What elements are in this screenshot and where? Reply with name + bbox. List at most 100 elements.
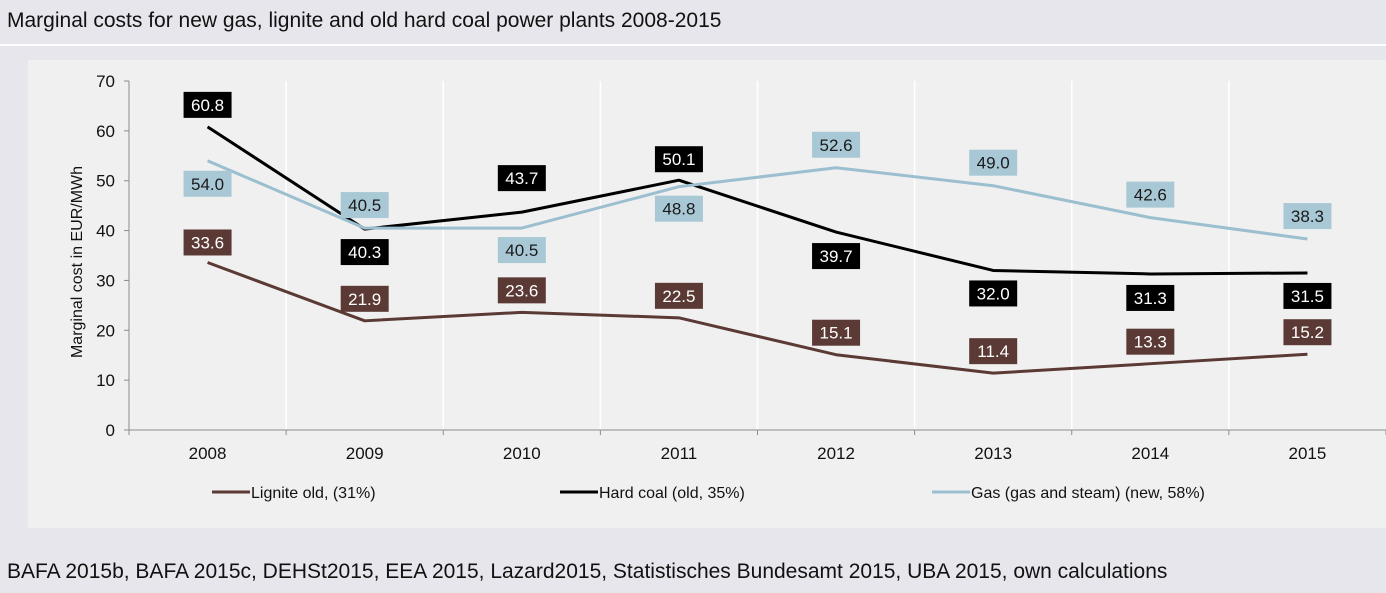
title-divider bbox=[0, 44, 1386, 46]
data-label-box bbox=[654, 146, 703, 173]
data-label-box bbox=[969, 338, 1018, 365]
data-label-text: 40.3 bbox=[348, 243, 381, 262]
data-label-box bbox=[1283, 282, 1332, 309]
data-label-text: 48.8 bbox=[662, 200, 695, 219]
data-label-box bbox=[497, 277, 546, 304]
data-label-text: 13.3 bbox=[1134, 333, 1167, 352]
data-label-box bbox=[654, 195, 703, 222]
y-tick-label: 10 bbox=[96, 371, 115, 390]
y-axis-label: Marginal cost in EUR/MWh bbox=[69, 166, 86, 358]
data-label: 54.0 bbox=[183, 170, 232, 197]
data-label-box bbox=[812, 243, 861, 270]
data-label: 33.6 bbox=[183, 229, 232, 256]
data-label-text: 32.0 bbox=[977, 284, 1010, 303]
data-label: 31.5 bbox=[1283, 282, 1332, 309]
legend-item: Gas (gas and steam) (new, 58%) bbox=[932, 485, 1205, 502]
data-label: 43.7 bbox=[497, 165, 546, 192]
y-tick-label: 40 bbox=[96, 222, 115, 241]
data-label: 32.0 bbox=[969, 280, 1018, 307]
data-label: 15.2 bbox=[1283, 319, 1332, 346]
data-label-text: 50.1 bbox=[662, 150, 695, 169]
data-label-text: 42.6 bbox=[1134, 186, 1167, 205]
y-tick-label: 70 bbox=[96, 72, 115, 91]
y-tick-label: 50 bbox=[96, 172, 115, 191]
data-label: 23.6 bbox=[497, 277, 546, 304]
data-label-box bbox=[497, 237, 546, 264]
data-label-box bbox=[1283, 319, 1332, 346]
data-label: 39.7 bbox=[812, 243, 861, 270]
data-label: 49.0 bbox=[969, 149, 1018, 176]
data-label-text: 40.5 bbox=[505, 241, 538, 260]
series-line-1 bbox=[206, 125, 1308, 276]
data-label-text: 39.7 bbox=[820, 247, 853, 266]
data-label-text: 15.1 bbox=[820, 324, 853, 343]
data-label: 52.6 bbox=[812, 131, 861, 158]
series-line-2 bbox=[206, 159, 1308, 241]
chart-title: Marginal costs for new gas, lignite and … bbox=[7, 9, 722, 32]
data-labels: 33.6 21.9 23.6 22.5 15.1 11.4 13.3 15.2 60.8 40.3… bbox=[183, 91, 1332, 365]
data-label: 40.5 bbox=[340, 192, 389, 219]
data-label: 40.3 bbox=[340, 239, 389, 266]
y-tick-label: 30 bbox=[96, 271, 115, 290]
legend-item: Lignite old, (31%) bbox=[212, 485, 376, 502]
data-label-box bbox=[340, 285, 389, 312]
data-label-text: 54.0 bbox=[191, 175, 224, 194]
x-tick-label: 2014 bbox=[1131, 444, 1169, 463]
x-tick-label: 2012 bbox=[817, 444, 855, 463]
data-label-box bbox=[812, 131, 861, 158]
data-label-box bbox=[340, 192, 389, 219]
data-label-text: 31.3 bbox=[1134, 289, 1167, 308]
data-label-text: 15.2 bbox=[1291, 323, 1324, 342]
legend-label: Gas (gas and steam) (new, 58%) bbox=[971, 485, 1205, 502]
data-label-text: 11.4 bbox=[977, 342, 1009, 361]
data-label: 13.3 bbox=[1126, 328, 1175, 355]
data-label: 40.5 bbox=[497, 237, 546, 264]
data-label-box bbox=[1126, 284, 1175, 311]
data-label-box bbox=[340, 239, 389, 266]
data-label: 31.3 bbox=[1126, 284, 1175, 311]
series-lines bbox=[206, 125, 1308, 375]
data-label-text: 60.8 bbox=[191, 96, 224, 115]
data-label-box bbox=[969, 149, 1018, 176]
data-label-box bbox=[183, 91, 232, 118]
y-tick-label: 60 bbox=[96, 122, 115, 141]
data-label-text: 22.5 bbox=[662, 287, 695, 306]
x-tick-label: 2009 bbox=[346, 444, 384, 463]
x-tick-label: 2010 bbox=[503, 444, 541, 463]
data-label-box bbox=[1126, 181, 1175, 208]
data-label-text: 33.6 bbox=[191, 233, 224, 252]
data-label-text: 38.3 bbox=[1291, 207, 1324, 226]
data-label-box bbox=[812, 319, 861, 346]
data-label-box bbox=[969, 280, 1018, 307]
data-label-text: 52.6 bbox=[820, 136, 853, 155]
data-label-text: 49.0 bbox=[977, 154, 1010, 173]
data-label-text: 31.5 bbox=[1291, 287, 1324, 306]
data-label-text: 21.9 bbox=[348, 290, 381, 309]
data-label-text: 23.6 bbox=[505, 281, 538, 300]
data-label-box bbox=[1283, 203, 1332, 230]
y-tick-label: 20 bbox=[96, 321, 115, 340]
data-label: 50.1 bbox=[654, 146, 703, 173]
legend-item: Hard coal (old, 35%) bbox=[560, 485, 745, 502]
data-label: 60.8 bbox=[183, 91, 232, 118]
data-label: 22.5 bbox=[654, 282, 703, 309]
data-label-box bbox=[183, 170, 232, 197]
legend-label: Lignite old, (31%) bbox=[251, 485, 376, 502]
grid-lines bbox=[285, 81, 1230, 430]
x-tick-label: 2011 bbox=[661, 444, 698, 463]
data-label: 11.4 bbox=[969, 338, 1018, 365]
axes: 0 10 20 30 40 50 60 70 2008 2009 2010 2011 2012 2013 2… bbox=[96, 72, 1386, 463]
data-label-box bbox=[1126, 328, 1175, 355]
data-label-box bbox=[497, 165, 546, 192]
data-label: 15.1 bbox=[812, 319, 861, 346]
y-tick-label: 0 bbox=[106, 421, 115, 440]
data-label-text: 43.7 bbox=[505, 169, 538, 188]
data-label-text: 40.5 bbox=[348, 196, 381, 215]
data-label: 42.6 bbox=[1126, 181, 1175, 208]
data-label: 21.9 bbox=[340, 285, 389, 312]
source-note: BAFA 2015b, BAFA 2015c, DEHSt2015, EEA 2… bbox=[7, 560, 1168, 583]
data-label: 48.8 bbox=[654, 195, 703, 222]
data-label: 38.3 bbox=[1283, 203, 1332, 230]
legend: Lignite old, (31%) Hard coal (old, 35%) Ga… bbox=[212, 485, 1205, 502]
legend-label: Hard coal (old, 35%) bbox=[599, 485, 745, 502]
